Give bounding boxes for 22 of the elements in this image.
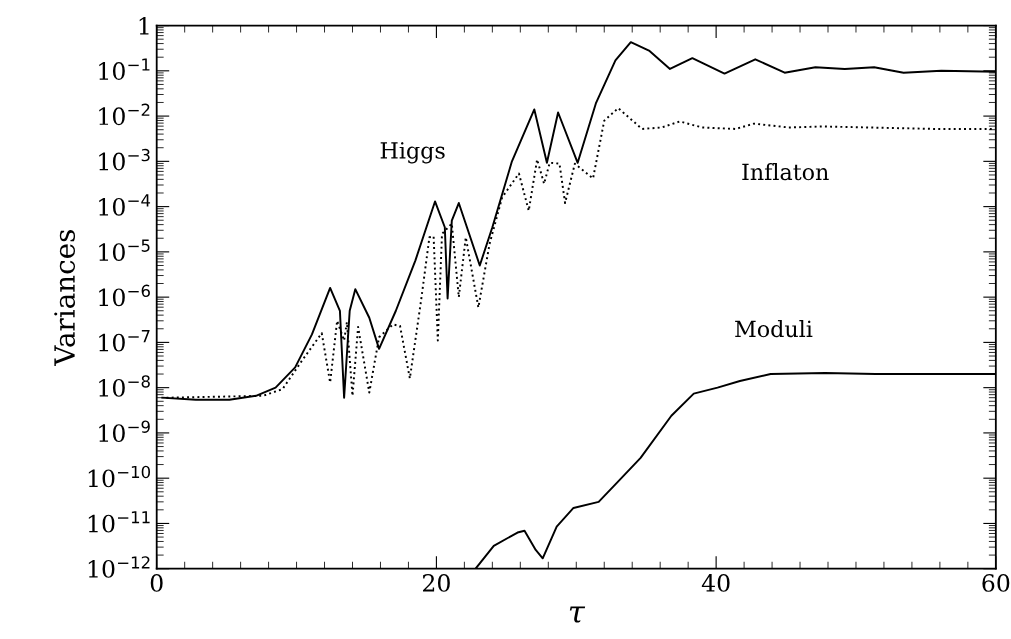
y-tick-label: 1 [139, 17, 149, 35]
y-tick-label: 10$^{−9}$ [99, 420, 150, 443]
x-tick-label: 20 [422, 573, 450, 592]
series-label: Inflaton [742, 163, 829, 181]
y-tick-label: 10$^{−12}$ [88, 556, 150, 578]
y-tick-label: 10$^{−2}$ [99, 103, 150, 126]
y-tick-label: 10$^{−11}$ [88, 511, 150, 533]
x-tick-label: 40 [701, 573, 730, 592]
series-label: Higgs [380, 142, 445, 164]
y-tick-label: 10$^{−6}$ [99, 284, 150, 307]
y-axis-title: Variances [54, 230, 76, 366]
y-tick-label: 10$^{−8}$ [99, 375, 150, 397]
x-tick-label: 60 [982, 573, 1010, 592]
y-tick-label: 10$^{−4}$ [99, 194, 151, 216]
y-tick-label: 10$^{−5}$ [99, 239, 150, 262]
x-tick-label: 0 [150, 573, 163, 592]
y-tick-label: 10$^{−3}$ [99, 148, 150, 171]
x-axis-title: τ [569, 606, 586, 623]
y-tick-label: 10$^{−10}$ [88, 465, 151, 488]
y-tick-label: 10$^{−1}$ [99, 58, 150, 80]
series-label: Moduli [735, 320, 813, 338]
y-tick-label: 10$^{−7}$ [99, 330, 150, 352]
